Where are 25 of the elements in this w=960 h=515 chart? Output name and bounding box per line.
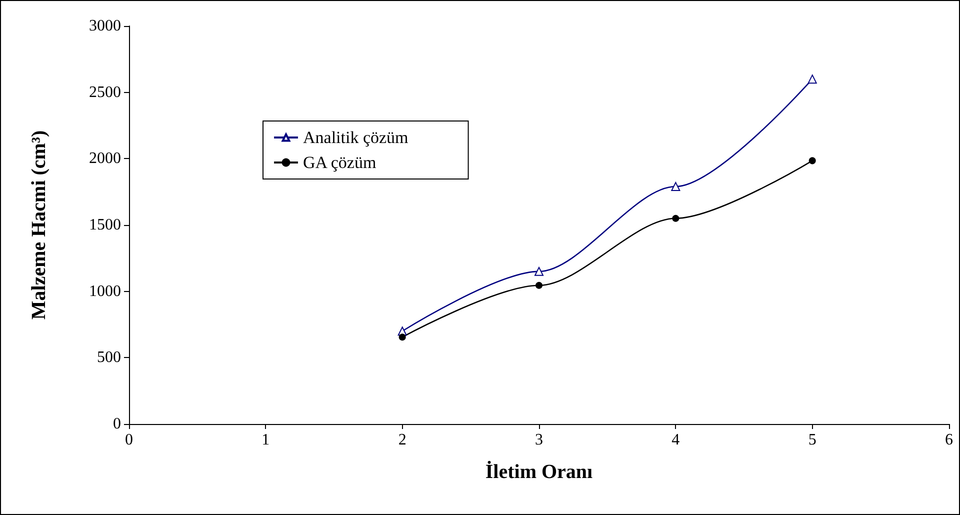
- point: [808, 74, 817, 84]
- y-tick-label: 0: [113, 416, 121, 432]
- point: [671, 182, 680, 192]
- y-tick-label: 1500: [89, 216, 121, 234]
- y-axis-title: Malzeme Hacmi (cm³): [28, 130, 50, 320]
- point: [672, 214, 680, 222]
- x-axis-title: İletim Oranı: [485, 460, 594, 483]
- point: [398, 334, 406, 341]
- x-tick-label: 0: [125, 432, 133, 448]
- x-tick-label: 4: [672, 432, 680, 448]
- x-tick-label: 1: [262, 432, 270, 448]
- x-tick-label: 3: [535, 432, 543, 448]
- point: [536, 282, 542, 289]
- y-tick-label: 500: [97, 349, 121, 366]
- point: [534, 266, 544, 276]
- y-tick-label: 1000: [89, 282, 121, 300]
- y-tick-label: 2000: [89, 150, 121, 168]
- y-tick-label: 3000: [89, 18, 121, 34]
- legend-label: GA çözüm: [303, 153, 376, 172]
- x-tick-label: 5: [808, 432, 816, 448]
- y-tick-label: 2500: [89, 84, 121, 101]
- x-tick-label: 6: [945, 432, 953, 448]
- x-tick-label: 2: [398, 432, 406, 448]
- legend-label: Analitik çözüm: [303, 128, 408, 147]
- point: [808, 157, 816, 164]
